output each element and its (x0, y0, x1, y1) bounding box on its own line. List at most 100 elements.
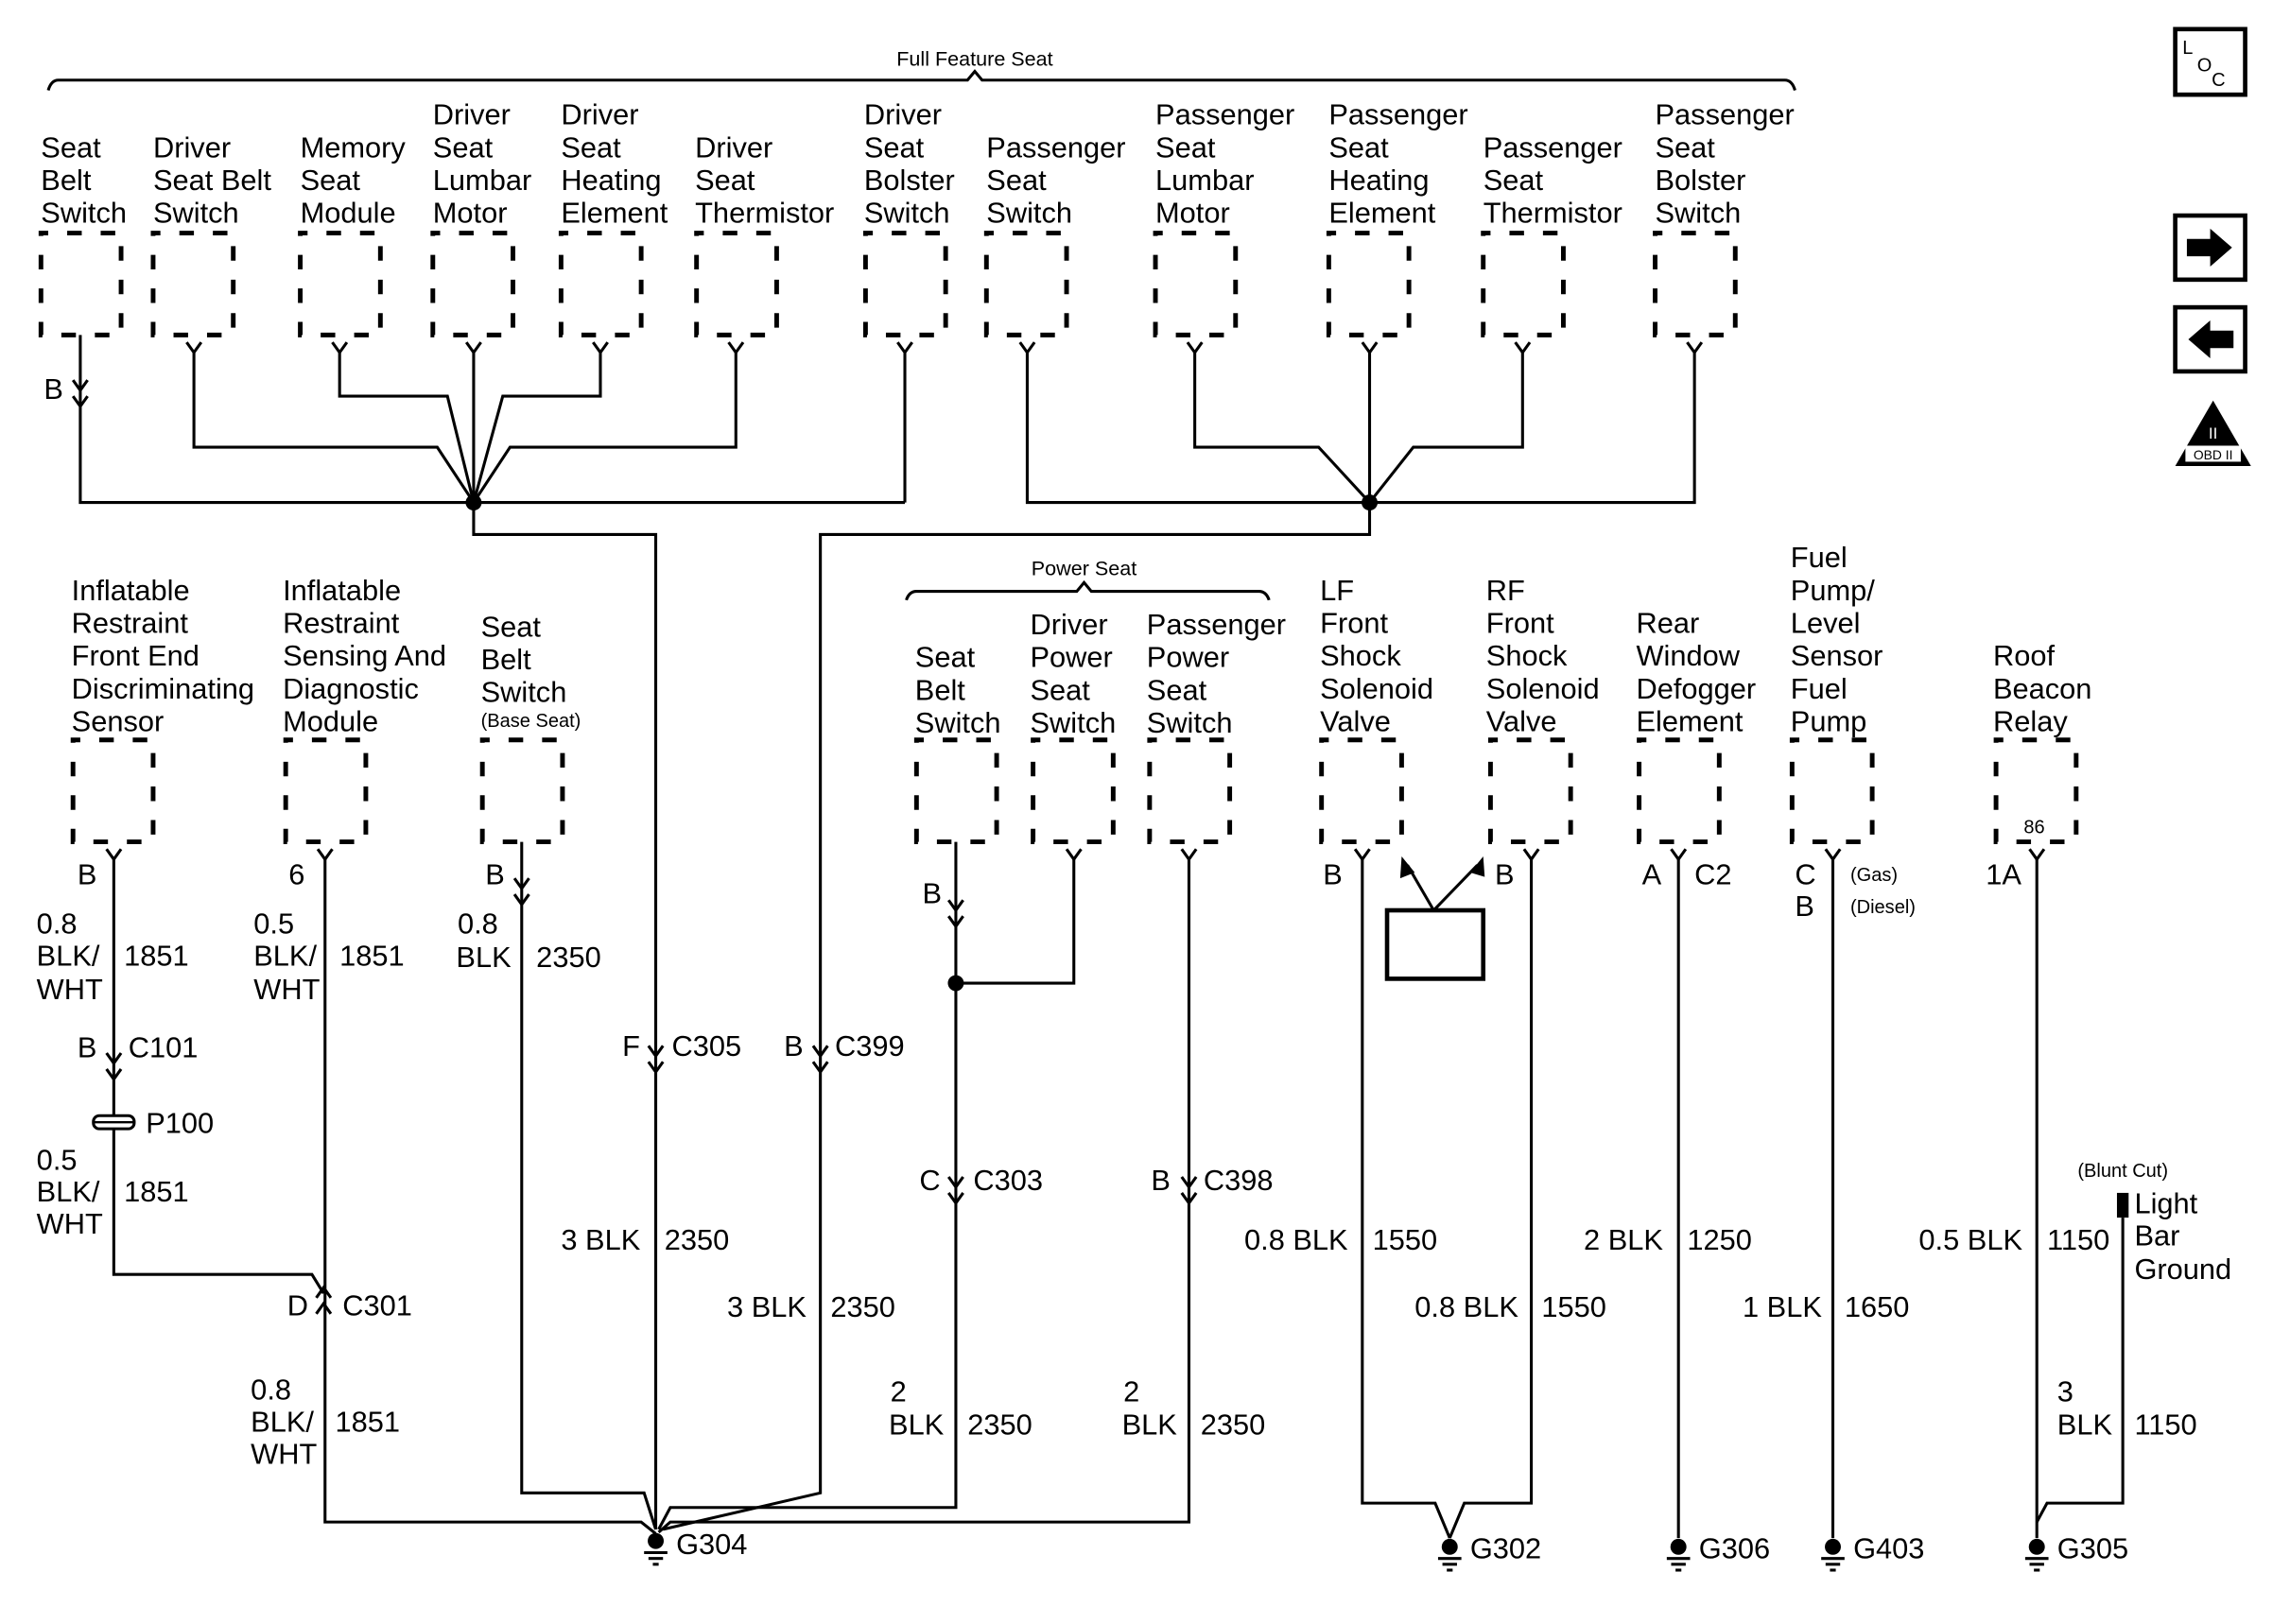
component-label-line: Discriminating (72, 672, 254, 705)
wire (1432, 864, 1479, 912)
component-box (558, 231, 644, 337)
wire-label: C (919, 1164, 940, 1197)
connector-icon (811, 1061, 829, 1075)
ground-icon (1437, 1538, 1462, 1572)
wire (472, 352, 737, 504)
wire-label: C301 (342, 1288, 412, 1322)
component-box (430, 231, 515, 337)
wire-label: B (43, 372, 63, 406)
wire-label: BLK (889, 1408, 945, 1442)
wire-label: C303 (973, 1164, 1043, 1197)
up-level-only-note (1384, 907, 1486, 981)
wire-label: 0.8 (251, 1373, 291, 1407)
wire-label: BLK/ (37, 1175, 100, 1208)
loc-icon-l: L (2182, 38, 2193, 59)
ground-icon (1821, 1538, 1845, 1572)
component-label-line: Passenger (1656, 98, 1795, 131)
wire-label: B (1151, 1164, 1171, 1197)
pin-terminal-icon (105, 848, 123, 862)
component-label-line: Inflatable (283, 574, 401, 607)
pin-terminal-icon (331, 341, 349, 355)
component-label-line: Element (561, 197, 668, 230)
arrowhead-icon (1469, 855, 1485, 877)
component-label-line: Fuel (1791, 541, 1848, 574)
component-label-line: Bolster (864, 164, 955, 197)
component-box (1637, 737, 1722, 845)
component-box (38, 231, 124, 337)
wire-label: 1150 (2134, 1408, 2196, 1442)
power-seat-label: Power Seat (1032, 557, 1136, 580)
component-box (1031, 737, 1116, 845)
wire-label: B (923, 876, 943, 909)
wire-label: P100 (146, 1107, 214, 1140)
wire-label: 1A (1986, 857, 2021, 890)
wire-label: G306 (1699, 1532, 1770, 1565)
component-label-line: Fuel (1791, 672, 1848, 705)
pin-terminal-icon (316, 848, 334, 862)
component-box (70, 737, 156, 845)
component-box (1326, 231, 1412, 337)
obd-ii-label: OBD II (2194, 447, 2233, 462)
connector-icon (811, 1045, 829, 1059)
wire-label: C305 (671, 1029, 741, 1063)
wire (520, 841, 658, 1530)
component-label-line: Driver (561, 98, 638, 131)
connector-icon (315, 1301, 333, 1315)
previous-page-button[interactable] (2173, 304, 2247, 374)
wire (338, 352, 476, 503)
pin-terminal-icon (185, 341, 203, 355)
component-label-line: Switch (864, 197, 950, 230)
wire-label: 0.8 BLK (1244, 1223, 1348, 1256)
pin-terminal-icon (896, 341, 913, 355)
component-label-line: Switch (1031, 706, 1117, 739)
wire-label: WHT (37, 1207, 103, 1240)
wire-label: 3 BLK (561, 1223, 640, 1256)
wire (662, 502, 1372, 1531)
wire-label: C2 (1694, 857, 1731, 890)
obd-ii-button[interactable]: II OBD II (2175, 400, 2251, 467)
component-label-line: Relay (1993, 704, 2068, 737)
connector-icon (946, 1176, 964, 1190)
wire-label: BLK/ (253, 940, 317, 973)
wire (657, 841, 958, 1530)
component-label-line: Memory (301, 130, 407, 164)
component-box (1993, 737, 2079, 845)
wire (1368, 352, 1524, 504)
loc-button[interactable]: L O C (2173, 26, 2247, 97)
component-label-line: Level (1791, 606, 1861, 639)
connector-icon (647, 1061, 665, 1075)
pin-terminal-icon (1180, 848, 1198, 862)
wire (112, 859, 325, 1295)
component-label-line: Front (1486, 606, 1554, 639)
wire-label: WHT (251, 1438, 317, 1471)
wire-label: 2350 (665, 1223, 730, 1256)
component-label-line: Lumbar (433, 164, 531, 197)
component-label-line: Switch (153, 197, 239, 230)
wire-label: BLK (1122, 1408, 1178, 1442)
pin-terminal-icon (1824, 848, 1842, 862)
pin-terminal-icon (592, 341, 609, 355)
wire-label: C (1795, 857, 1815, 890)
component-label-line: Roof (1993, 639, 2055, 672)
wire (472, 502, 658, 1529)
next-page-button[interactable] (2173, 213, 2247, 283)
component-box (298, 231, 383, 337)
component-box (1319, 737, 1404, 845)
wire-label: 1851 (336, 1406, 401, 1439)
arrow-right-icon (2186, 228, 2232, 267)
wire (1025, 352, 1696, 505)
component-box (479, 737, 565, 845)
full-feature-seat-label: Full Feature Seat (896, 46, 1052, 70)
component-label-line: Passenger (1155, 98, 1294, 131)
component-label-line: Switch (915, 706, 1001, 739)
component-box (1153, 231, 1239, 337)
